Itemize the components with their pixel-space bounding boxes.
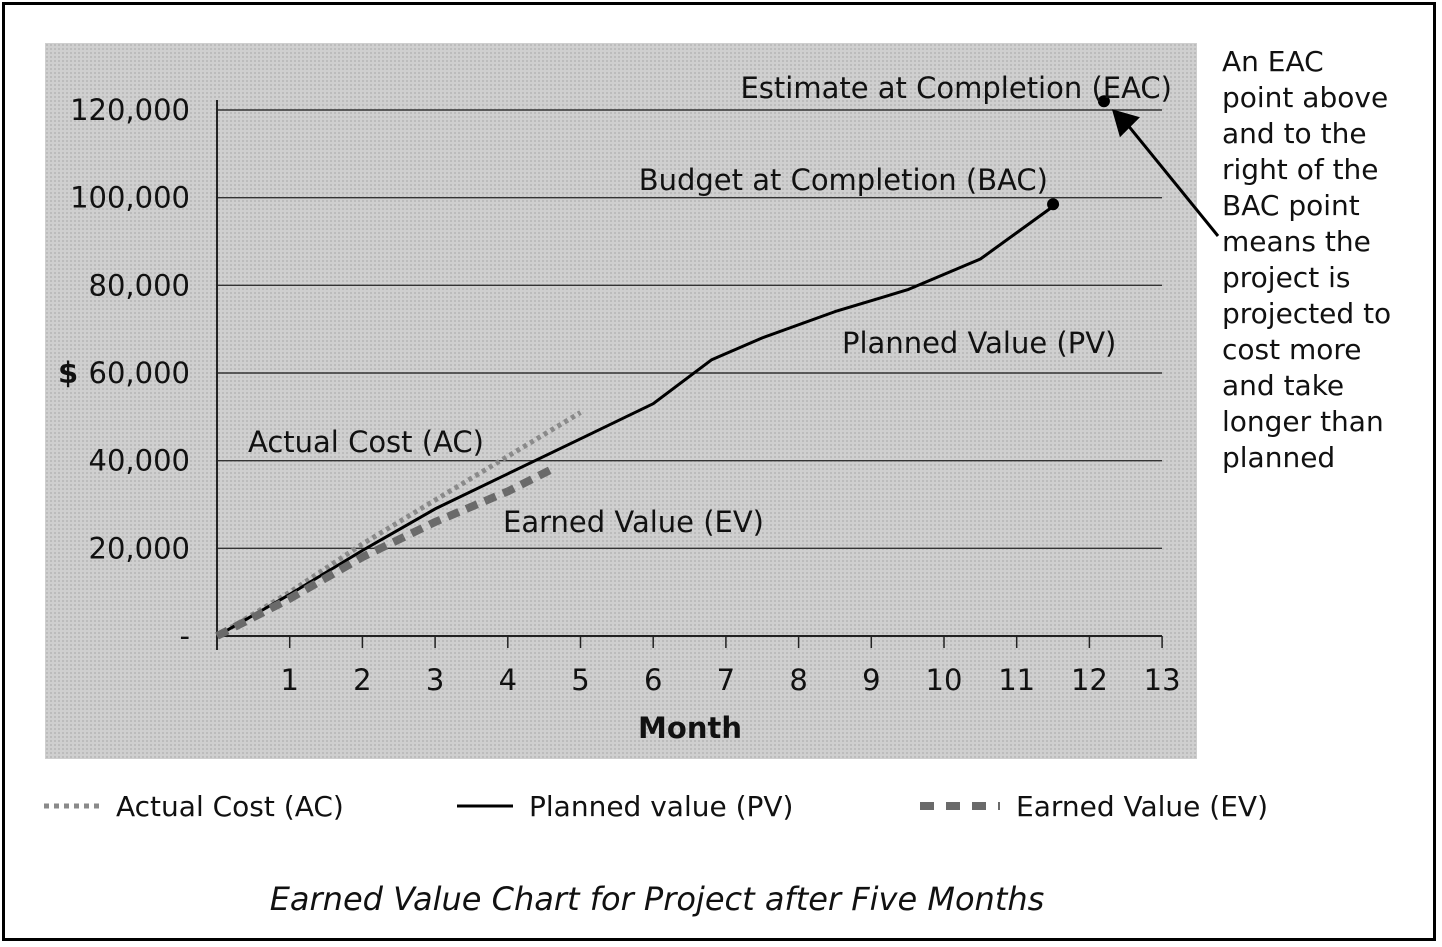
x-tick-label: 6: [644, 663, 662, 697]
legend-label-ac: Actual Cost (AC): [116, 789, 344, 823]
pv-annotation: Planned Value (PV): [842, 326, 1116, 360]
legend-item-pv: Planned value (PV): [455, 786, 793, 826]
ac-annotation: Actual Cost (AC): [248, 425, 484, 459]
legend-item-ac: Actual Cost (AC): [42, 786, 344, 826]
x-tick-label: 7: [717, 663, 735, 697]
eac-annotation: Estimate at Completion (EAC): [740, 71, 1172, 105]
y-tick-label: 60,000: [89, 356, 190, 390]
x-tick-label: 9: [862, 663, 880, 697]
y-tick-label: -: [180, 619, 190, 653]
y-tick-label: 80,000: [89, 268, 190, 302]
eac-arrow-line: [1126, 124, 1220, 237]
y-tick-label: 40,000: [89, 444, 190, 478]
bac-annotation: Budget at Completion (BAC): [639, 163, 1048, 197]
x-axis-label: Month: [638, 711, 742, 745]
x-tick-label: 12: [1071, 663, 1108, 697]
y-tick-label: 100,000: [70, 181, 190, 215]
eac-arrow-head: [1111, 109, 1140, 138]
plot-panel: [45, 43, 1197, 759]
x-tick-label: 13: [1144, 663, 1181, 697]
legend-item-ev: Earned Value (EV): [918, 786, 1268, 826]
x-tick-label: 3: [426, 663, 444, 697]
eac-explanation-note: An EAC point above and to the right of t…: [1222, 45, 1392, 474]
earned-value-line: [215, 465, 554, 640]
legend-label-pv: Planned value (PV): [529, 789, 794, 823]
figure-caption: Earned Value Chart for Project after Fiv…: [269, 880, 1045, 918]
x-tick-label: 8: [789, 663, 807, 697]
y-tick-label: 120,000: [70, 93, 190, 127]
x-tick-label: 2: [353, 663, 371, 697]
legend-ac-swatch: [44, 803, 100, 809]
legend-pv-swatch: [457, 804, 513, 808]
y-tick-label: 20,000: [89, 531, 190, 565]
x-tick-label: 10: [926, 663, 963, 697]
ev-annotation: Earned Value (EV): [503, 505, 764, 539]
planned-value-line: [216, 205, 1054, 638]
x-tick-label: 11: [998, 663, 1035, 697]
bac-point: [1047, 198, 1060, 211]
y-axis-label: $: [58, 356, 78, 390]
x-tick-label: 4: [499, 663, 517, 697]
x-tick-label: 1: [280, 663, 298, 697]
x-tick-label: 5: [571, 663, 589, 697]
legend-label-ev: Earned Value (EV): [1016, 789, 1268, 823]
eac-point: [1097, 95, 1110, 108]
legend-ev-swatch: [920, 802, 1000, 810]
